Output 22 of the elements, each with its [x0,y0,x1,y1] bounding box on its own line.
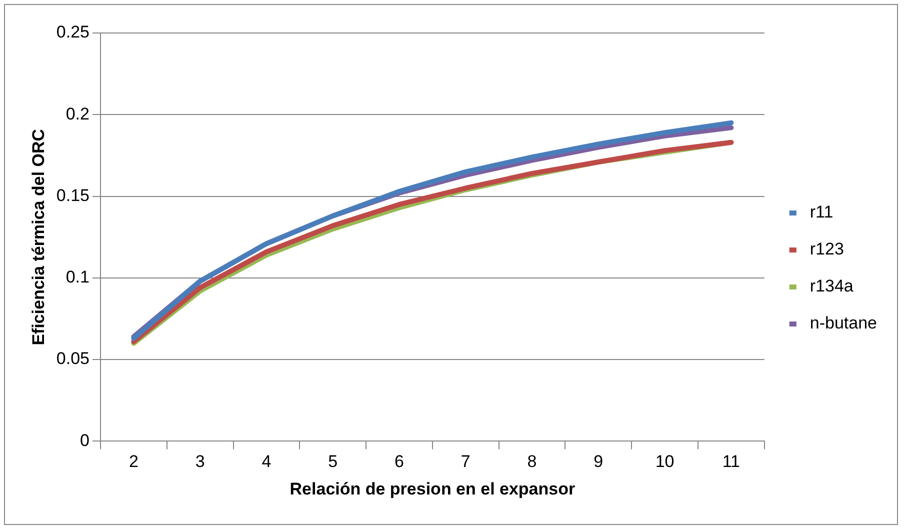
legend-label: n-butane [810,314,878,333]
x-tick-label: 5 [328,452,338,472]
y-tick-label: 0.1 [66,268,90,287]
x-tick-label: 10 [655,452,674,472]
x-tick-label: 2 [128,452,138,472]
x-tick-label: 6 [394,452,404,472]
legend-label: r11 [810,202,834,222]
x-tick-label: 4 [262,452,272,472]
x-axis-title: Relación de presion en el expansor [290,479,576,498]
legend-label: r134a [810,276,854,296]
x-tick-label: 9 [594,452,604,472]
x-tick-label: 8 [527,452,537,472]
y-tick-label: 0 [80,430,90,450]
x-tick-label: 7 [460,452,470,472]
x-tick-label: 3 [195,452,205,472]
y-tick-label: 0.2 [66,104,90,124]
y-tick-label: 0.25 [56,22,90,42]
x-tick-label: 11 [722,452,740,472]
legend-label: r123 [810,240,844,259]
y-tick-label: 0.05 [56,349,90,368]
y-tick-label: 0.15 [56,186,90,205]
y-axis-title: Eficiencia térmica del ORC [28,128,48,346]
